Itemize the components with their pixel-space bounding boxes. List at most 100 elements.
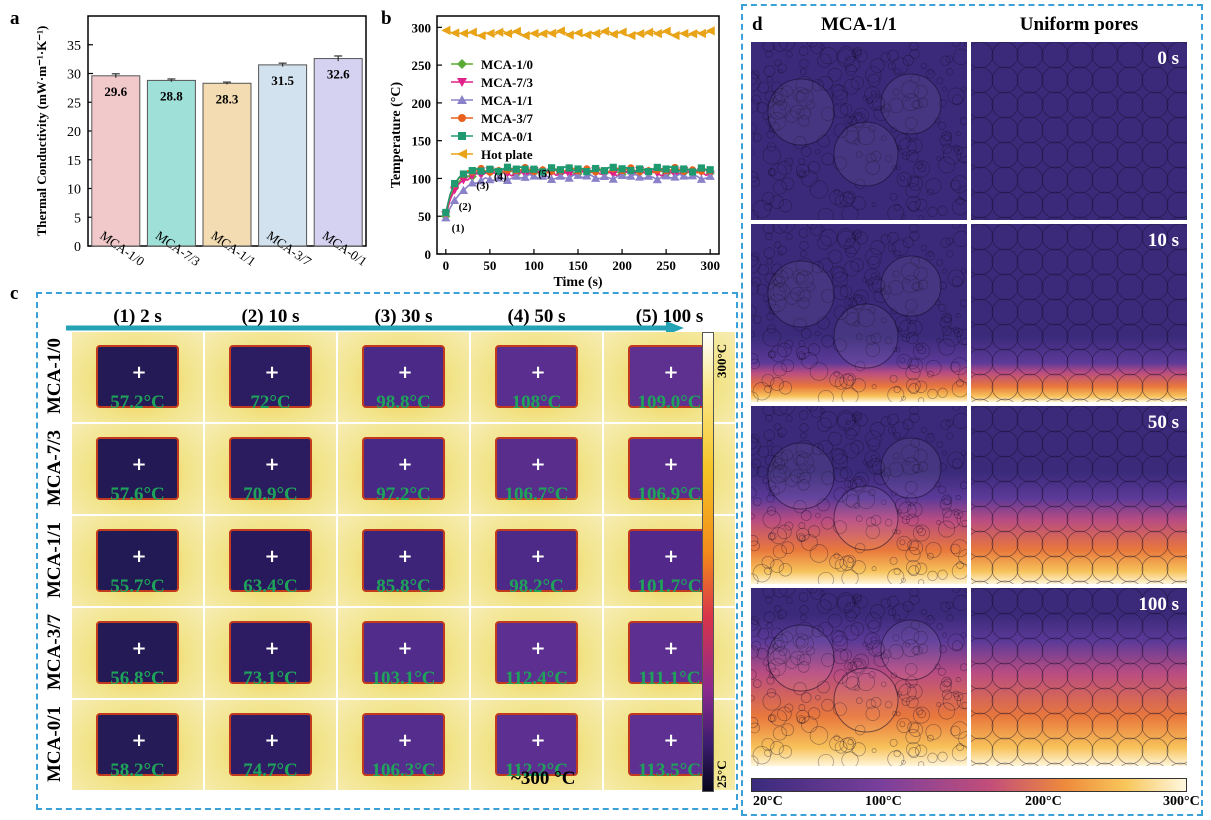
series-point: [564, 30, 574, 40]
pore-circle: [806, 224, 818, 230]
pore-circle: [761, 191, 775, 205]
pore-circle: [906, 513, 919, 527]
pore-circle: [796, 634, 814, 653]
pore-circle: [1016, 91, 1044, 119]
pore-circle: [1141, 323, 1169, 351]
pore-circle: [853, 320, 861, 327]
pore-circle: [757, 81, 770, 94]
pore-circle: [796, 345, 810, 360]
pore-circle: [817, 417, 832, 432]
pore-circle: [796, 351, 806, 361]
pore-circle: [1141, 737, 1169, 765]
pore-circle: [939, 134, 952, 147]
pore-circle: [777, 63, 787, 73]
pore-circle: [1166, 373, 1187, 401]
pore-circle: [1121, 762, 1139, 766]
pore-circle: [845, 601, 851, 607]
pore-circle: [857, 127, 875, 145]
series-point: [635, 172, 645, 181]
pore-circle: [1091, 298, 1119, 326]
series-point: [582, 30, 592, 40]
pore-circle: [817, 235, 832, 250]
pore-circle: [971, 323, 994, 351]
pore-circle: [904, 116, 918, 130]
pore-circle: [888, 608, 896, 617]
pore-circle: [751, 253, 759, 267]
pore-circle: [763, 611, 776, 623]
pore-circle: [882, 285, 892, 295]
pore-circle: [1091, 323, 1119, 351]
pore-circle: [950, 179, 961, 191]
sim-cell-mca-1-1: [751, 42, 967, 220]
pore-circle: [865, 335, 876, 346]
pore-circle: [1096, 580, 1114, 584]
pore-circle: [908, 358, 924, 373]
pore-circle: [806, 282, 816, 292]
pore-circle: [955, 313, 961, 319]
pore-circle: [817, 753, 834, 766]
pore-circle: [991, 530, 1019, 558]
pore-circle: [1141, 348, 1169, 376]
pore-circle: [912, 524, 930, 542]
ir-image-cell: +103.1°C: [338, 608, 469, 698]
pore-circle: [865, 97, 873, 105]
pore-circle: [1091, 42, 1119, 69]
pore-circle: [939, 316, 952, 329]
pore-circle: [853, 289, 870, 306]
pore-circle: [796, 163, 810, 178]
pore-circle: [941, 689, 953, 700]
pore-circle: [1041, 406, 1069, 433]
pore-circle: [832, 102, 849, 119]
pore-circle: [781, 85, 793, 97]
pore-circle: [834, 558, 848, 572]
pore-circle: [764, 384, 773, 393]
pore-circle: [1166, 166, 1187, 194]
series-point: [442, 208, 450, 217]
pore-circle: [1166, 712, 1187, 740]
series-point: [546, 174, 557, 183]
pore-circle: [951, 744, 967, 762]
sample-block: [361, 436, 446, 500]
pore-circle: [971, 298, 994, 326]
pore-circle: [766, 440, 773, 447]
pore-circle: [752, 497, 762, 506]
pore-circle: [777, 524, 792, 540]
pore-circle: [991, 224, 1019, 251]
pore-circle: [971, 273, 994, 301]
pore-circle: [1041, 91, 1069, 119]
pore-circle: [781, 723, 795, 737]
pore-circle: [1016, 406, 1044, 433]
pore-circle: [909, 42, 919, 52]
pore-circle: [751, 209, 759, 220]
pore-circle: [777, 609, 787, 619]
pore-circle: [960, 268, 967, 274]
pore-circle: [1016, 637, 1044, 665]
series-point: [555, 171, 565, 180]
pore-circle: [1066, 687, 1094, 715]
pore-circle: [772, 646, 791, 665]
pore-circle: [941, 325, 953, 336]
pore-circle: [882, 467, 892, 477]
pore-circle: [751, 617, 759, 631]
pore-circle: [901, 395, 906, 401]
series-point: [521, 165, 529, 173]
series-point: [696, 174, 706, 183]
pore-circle: [950, 721, 967, 740]
timeline-arrow: [66, 321, 684, 334]
pore-circle: [991, 191, 1019, 219]
pore-circle: [1041, 373, 1069, 401]
pore-circle: [865, 279, 873, 287]
pore-circle: [806, 100, 816, 110]
pore-circle: [833, 487, 849, 502]
pore-circle: [821, 652, 835, 667]
pore-circle: [905, 642, 911, 648]
pore-circle: [839, 648, 853, 662]
pore-circle: [952, 144, 960, 152]
large-pore-circle: [880, 255, 942, 317]
pore-circle: [991, 480, 1019, 508]
series-point: [609, 163, 617, 171]
series-point: [511, 171, 521, 180]
pore-circle: [795, 257, 814, 276]
column-label: (5) 100 s: [635, 306, 704, 327]
